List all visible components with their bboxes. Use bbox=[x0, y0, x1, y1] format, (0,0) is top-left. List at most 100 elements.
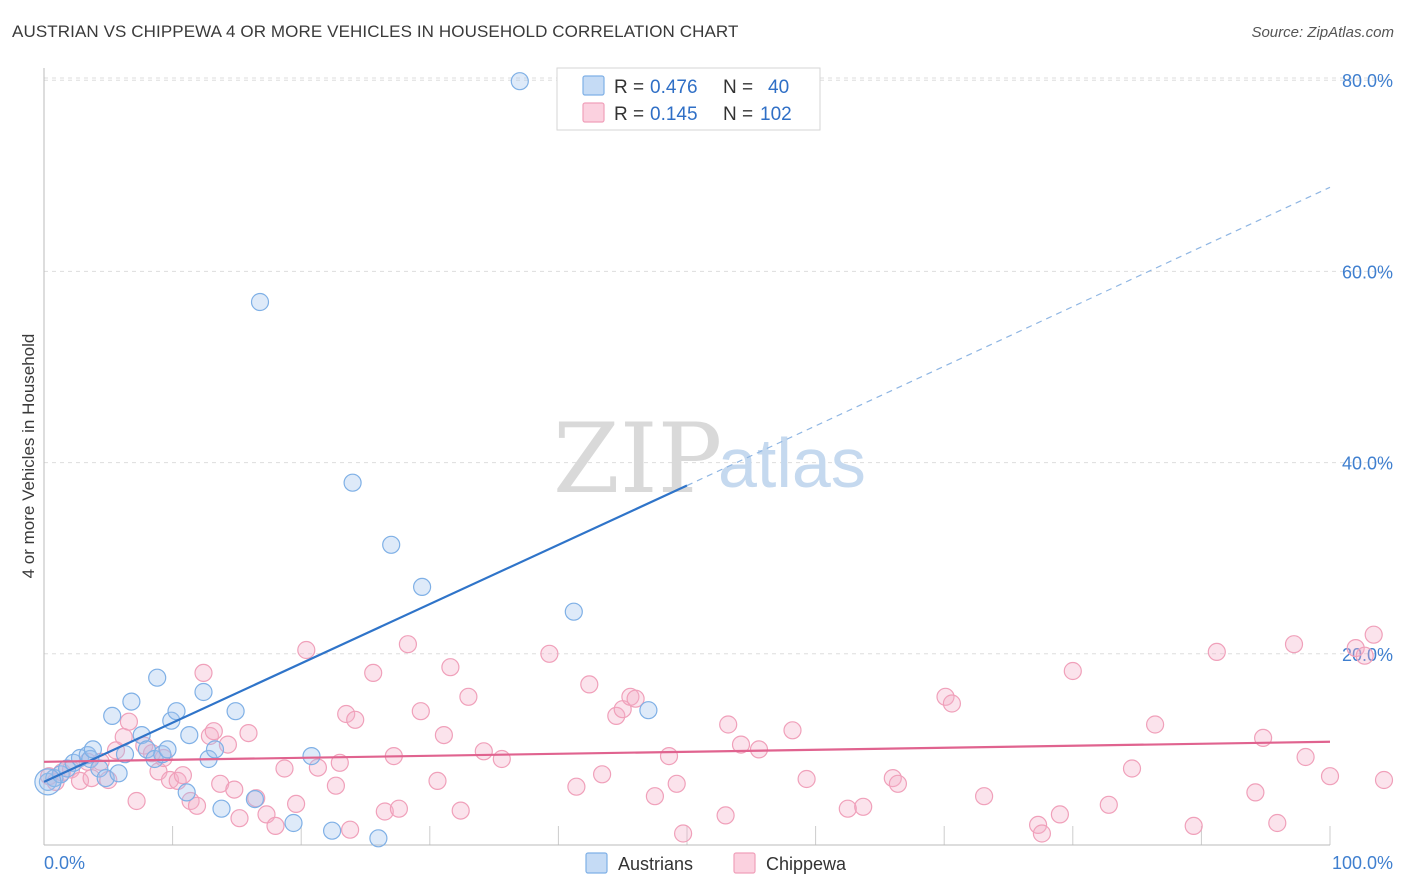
chart-title: AUSTRIAN VS CHIPPEWA 4 OR MORE VEHICLES … bbox=[12, 22, 739, 41]
austrians-point bbox=[323, 821, 342, 840]
chippewa-point bbox=[70, 771, 90, 791]
austrians-point bbox=[205, 740, 225, 759]
watermark-atlas: atlas bbox=[718, 424, 866, 502]
chippewa-point bbox=[607, 706, 626, 726]
chippewa-point bbox=[580, 675, 599, 694]
chippewa-point bbox=[308, 758, 327, 777]
chippewa-points bbox=[39, 625, 1394, 843]
chippewa-point bbox=[854, 797, 873, 816]
chippewa-point bbox=[297, 640, 316, 660]
chippewa-point bbox=[204, 722, 223, 741]
chippewa-point bbox=[428, 771, 447, 791]
chippewa-point bbox=[451, 801, 470, 820]
chippewa-point bbox=[247, 789, 266, 808]
chippewa-point bbox=[1284, 635, 1304, 654]
legend: R = 0.476 N = 40 R = 0.145 N = 102 bbox=[556, 67, 821, 131]
chippewa-point bbox=[1364, 625, 1383, 644]
bottom-legend: Austrians Chippewa bbox=[585, 852, 847, 874]
austrians-point bbox=[302, 746, 321, 766]
austrians-point bbox=[109, 764, 128, 783]
austrians-point bbox=[212, 799, 231, 818]
austrians-point bbox=[122, 692, 141, 711]
austrians-trend-line bbox=[43, 484, 688, 783]
x-tick-label-min: 0.0% bbox=[44, 853, 85, 873]
legend-r-value-2: 0.145 bbox=[650, 104, 698, 125]
legend-swatch-pink bbox=[582, 102, 605, 123]
austrians-point bbox=[413, 577, 432, 597]
chippewa-point bbox=[838, 799, 857, 818]
legend-r-label-1: R = bbox=[614, 77, 644, 98]
chippewa-point bbox=[330, 753, 349, 772]
chippewa-point bbox=[936, 687, 955, 706]
axes bbox=[43, 68, 1330, 846]
chippewa-point bbox=[659, 746, 679, 766]
chippewa-point bbox=[398, 635, 417, 654]
austrians-point bbox=[103, 706, 122, 726]
chippewa-point bbox=[441, 658, 460, 677]
y-tick-label: 40.0% bbox=[1342, 454, 1393, 474]
austrians-point bbox=[369, 829, 388, 848]
chippewa-point bbox=[673, 824, 693, 843]
chippewa-point bbox=[194, 663, 213, 683]
chippewa-trend-line bbox=[43, 740, 1331, 763]
austrians-point bbox=[382, 535, 401, 554]
chippewa-point bbox=[1374, 770, 1394, 790]
bottom-legend-swatch-chippewa bbox=[733, 852, 756, 874]
chippewa-point bbox=[667, 774, 686, 793]
chippewa-point bbox=[1122, 759, 1142, 778]
chippewa-point bbox=[474, 742, 493, 761]
chippewa-point bbox=[716, 806, 735, 825]
austrians-point bbox=[564, 602, 583, 621]
chippewa-point bbox=[1050, 805, 1070, 824]
austrians-point bbox=[177, 783, 196, 802]
chippewa-point bbox=[459, 687, 478, 706]
legend-swatch-blue bbox=[582, 75, 605, 96]
chippewa-point bbox=[731, 735, 751, 754]
watermark: ZIP atlas bbox=[553, 403, 866, 515]
austrians-point bbox=[343, 473, 362, 492]
chippewa-point bbox=[1063, 661, 1082, 681]
legend-n-label-1: N = bbox=[723, 77, 753, 98]
austrians-point bbox=[639, 701, 658, 720]
chippewa-point bbox=[346, 710, 365, 729]
x-tick-labels: 0.0% 100.0% bbox=[44, 853, 1393, 873]
y-tick-label: 80.0% bbox=[1342, 71, 1393, 91]
chippewa-point bbox=[1184, 816, 1203, 836]
legend-n-value-2: 102 bbox=[760, 104, 792, 125]
austrians-point bbox=[83, 740, 103, 759]
trend-lines bbox=[43, 186, 1331, 783]
chippewa-point bbox=[375, 802, 394, 821]
bottom-legend-swatch-austrians bbox=[585, 852, 608, 874]
chippewa-point bbox=[1268, 813, 1287, 833]
chippewa-point bbox=[239, 723, 258, 743]
austrians-points bbox=[34, 72, 658, 848]
chippewa-point bbox=[119, 712, 138, 731]
chippewa-point bbox=[275, 759, 294, 778]
chippewa-point bbox=[230, 809, 249, 828]
chippewa-point bbox=[411, 702, 430, 721]
austrians-point bbox=[250, 292, 270, 312]
chippewa-point bbox=[127, 791, 146, 811]
chippewa-point bbox=[719, 715, 738, 734]
chippewa-point bbox=[337, 704, 356, 724]
chippewa-point bbox=[1296, 747, 1315, 767]
chippewa-point bbox=[1207, 642, 1226, 662]
austrians-point bbox=[510, 72, 529, 91]
austrians-point bbox=[245, 789, 264, 809]
chippewa-point bbox=[888, 774, 908, 793]
chippewa-point bbox=[783, 721, 802, 740]
chippewa-point bbox=[341, 820, 360, 839]
chippewa-point bbox=[266, 816, 285, 836]
chippewa-point bbox=[1028, 815, 1048, 835]
chippewa-point bbox=[942, 694, 962, 713]
chippewa-point bbox=[626, 689, 645, 708]
austrians-trend-extension bbox=[686, 186, 1331, 487]
chippewa-point bbox=[1320, 767, 1340, 786]
y-axis-title: 4 or more Vehicles in Household bbox=[19, 334, 38, 579]
chippewa-point bbox=[883, 768, 902, 788]
legend-n-label-2: N = bbox=[723, 104, 753, 125]
y-tick-label: 20.0% bbox=[1342, 645, 1393, 665]
bottom-legend-austrians: Austrians bbox=[618, 854, 693, 874]
legend-r-label-2: R = bbox=[614, 104, 644, 125]
